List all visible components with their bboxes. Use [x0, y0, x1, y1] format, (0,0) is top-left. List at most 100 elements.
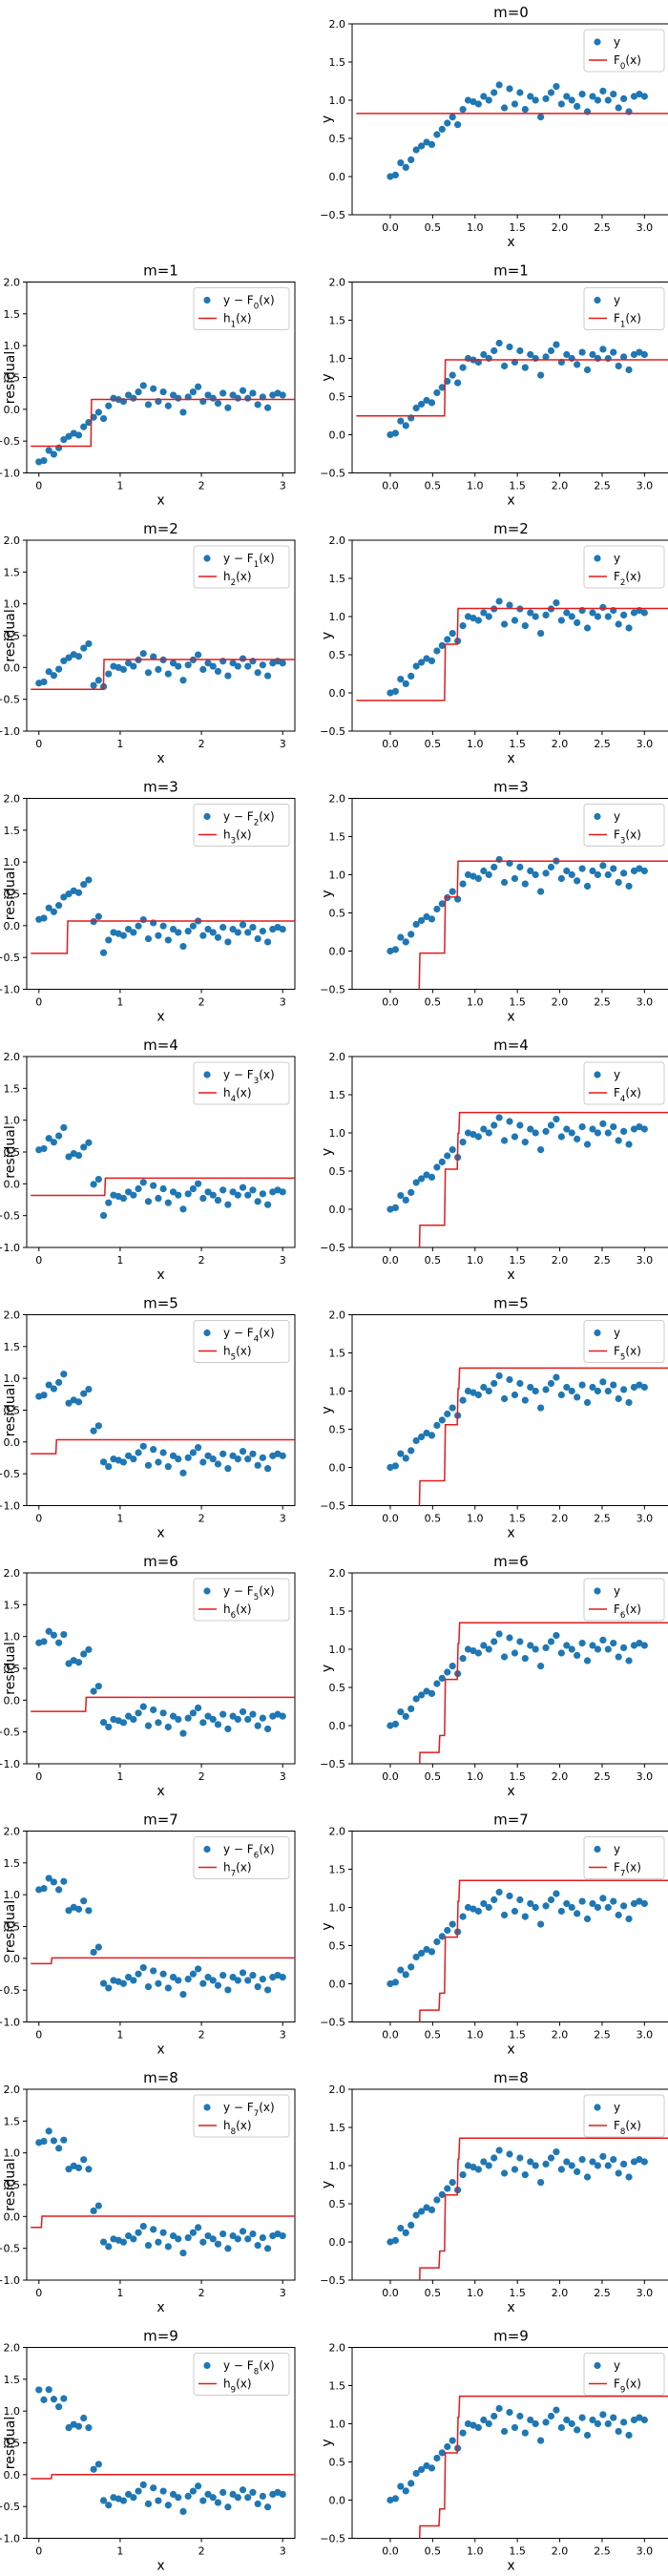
data-point — [85, 876, 93, 884]
data-point — [506, 343, 513, 351]
data-point — [563, 2158, 571, 2166]
y-tick-label: 0.5 — [329, 391, 346, 404]
fit-step-line — [356, 359, 668, 417]
data-point — [94, 2461, 102, 2468]
x-tick-label: 2.0 — [552, 1770, 569, 1783]
x-tick-label: 3 — [280, 1254, 286, 1267]
data-point — [155, 1719, 162, 1727]
data-point — [438, 125, 446, 133]
x-tick-label: 0.0 — [382, 2545, 399, 2558]
x-tick-label: 3.0 — [637, 2545, 654, 2558]
x-tick-label: 1 — [116, 996, 123, 1009]
data-point — [224, 2503, 232, 2511]
panel-title: m=0 — [493, 4, 529, 21]
data-point — [459, 2171, 467, 2179]
legend-box — [193, 1836, 290, 1879]
data-point — [125, 2231, 133, 2240]
data-point — [423, 655, 430, 662]
data-point — [574, 361, 581, 368]
data-point — [527, 867, 534, 875]
residual-panel-m7: m=7 −1.0 −0.5 0.0 0.5 1.0 1.5 2.0 0 1 2 3 x residual y… — [0, 1812, 296, 2058]
data-point — [599, 1120, 607, 1127]
data-point — [94, 1175, 102, 1183]
data-point — [159, 2487, 167, 2495]
y-tick-label: 0.0 — [329, 171, 346, 183]
data-point — [428, 1948, 436, 1956]
data-point — [625, 2173, 633, 2181]
data-point — [55, 1132, 63, 1140]
data-point — [90, 2465, 97, 2473]
legend-label-stump: h8(x) — [223, 2119, 252, 2137]
data-point — [433, 1937, 441, 1946]
data-point — [80, 2414, 88, 2422]
data-point — [640, 1125, 648, 1133]
data-point — [199, 2238, 207, 2246]
y-tick-label: 2.0 — [4, 2342, 21, 2355]
data-point — [553, 83, 560, 91]
data-point — [527, 350, 534, 359]
data-point — [589, 93, 596, 100]
data-point — [474, 100, 482, 108]
data-point — [491, 1895, 498, 1904]
x-tick-label: 3.0 — [637, 1513, 654, 1525]
legend-label-model: F5(x) — [614, 1345, 641, 1363]
data-point — [199, 2497, 207, 2504]
data-point — [583, 1915, 592, 1923]
data-point — [604, 870, 612, 879]
data-point — [474, 1907, 482, 1916]
data-point — [195, 1965, 202, 1973]
data-point — [234, 2235, 241, 2243]
data-point — [583, 366, 592, 374]
data-point — [125, 1712, 133, 1720]
data-point — [563, 1125, 571, 1133]
data-point — [244, 662, 252, 670]
data-point — [45, 1381, 52, 1389]
data-point — [130, 1191, 137, 1199]
x-tick-label: 2.0 — [552, 996, 569, 1009]
data-point — [480, 1383, 488, 1392]
data-point — [279, 1188, 286, 1196]
data-point — [179, 677, 187, 684]
data-point — [553, 2148, 560, 2156]
data-point — [594, 1129, 602, 1137]
plot-area — [31, 876, 295, 956]
data-point — [594, 96, 602, 104]
data-point — [74, 431, 83, 439]
data-point — [474, 2166, 482, 2173]
data-point — [45, 1135, 52, 1142]
data-point — [532, 2419, 539, 2428]
data-point — [391, 1720, 399, 1728]
legend: y − F6(x)h7(x) — [193, 1836, 290, 1879]
data-point — [130, 1715, 137, 1724]
plot-area — [31, 1874, 295, 1999]
data-point — [516, 1895, 524, 1904]
data-point — [65, 1660, 73, 1667]
y-tick-label: −0.5 — [320, 1242, 345, 1254]
data-point — [537, 1920, 545, 1928]
y-tick-label: −0.5 — [0, 1210, 20, 1223]
data-point — [105, 670, 113, 678]
x-axis-label: x — [157, 493, 164, 509]
data-point — [229, 1973, 237, 1981]
data-point — [527, 2158, 534, 2166]
data-point — [459, 1139, 467, 1146]
fit-panel-m0: m=0 −0.5 0.0 0.5 1.0 1.5 2.0 0.0 0.5 1.0 1.5 2.0 2.5… — [320, 4, 668, 250]
data-point — [386, 947, 394, 955]
data-point — [195, 1704, 202, 1712]
data-point — [625, 2431, 633, 2440]
data-point — [105, 1199, 113, 1206]
data-point — [119, 1719, 127, 1727]
data-point — [249, 389, 257, 397]
data-point — [130, 2235, 137, 2243]
data-point — [386, 689, 394, 697]
data-point — [433, 647, 441, 655]
y-tick-label: 2.0 — [4, 1567, 21, 1580]
y-tick-label: 1.0 — [4, 856, 21, 869]
data-point — [599, 603, 607, 612]
data-point — [464, 96, 472, 104]
data-point — [630, 1642, 638, 1649]
data-point — [65, 1399, 73, 1407]
data-point — [438, 1674, 446, 1682]
data-point — [254, 669, 261, 677]
residual-panel-m1: m=1 −1.0 −0.5 0.0 0.5 1.0 1.5 2.0 0 1 2 3 x residual y… — [0, 262, 296, 509]
